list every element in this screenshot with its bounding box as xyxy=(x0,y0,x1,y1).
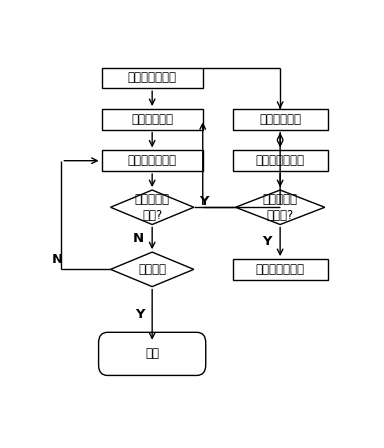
Text: 改变标志有
变化?: 改变标志有 变化? xyxy=(135,193,170,222)
Text: Y: Y xyxy=(200,194,209,207)
FancyBboxPatch shape xyxy=(101,68,203,88)
Text: 是否退出: 是否退出 xyxy=(138,263,166,276)
Text: 比较跟踪信
息变化?: 比较跟踪信 息变化? xyxy=(263,193,298,222)
Text: 退出: 退出 xyxy=(145,347,159,360)
Text: Y: Y xyxy=(262,235,271,248)
Text: 启用多线程监控: 启用多线程监控 xyxy=(127,154,177,167)
Text: 建立数据库连接: 建立数据库连接 xyxy=(127,71,177,84)
Polygon shape xyxy=(235,190,325,224)
Text: 发送变化消息: 发送变化消息 xyxy=(259,113,301,126)
FancyBboxPatch shape xyxy=(101,151,203,171)
Text: N: N xyxy=(51,253,63,266)
FancyBboxPatch shape xyxy=(232,259,328,280)
Polygon shape xyxy=(111,252,194,287)
Text: 确定带钢新位置: 确定带钢新位置 xyxy=(256,263,305,276)
Polygon shape xyxy=(111,190,194,224)
Text: Y: Y xyxy=(136,308,145,321)
FancyBboxPatch shape xyxy=(99,332,206,375)
Text: 读取新跟踪信息: 读取新跟踪信息 xyxy=(256,154,305,167)
FancyBboxPatch shape xyxy=(232,151,328,171)
FancyBboxPatch shape xyxy=(101,109,203,129)
FancyBboxPatch shape xyxy=(232,109,328,129)
Text: N: N xyxy=(133,232,144,245)
Text: 读取初始信息: 读取初始信息 xyxy=(131,113,173,126)
